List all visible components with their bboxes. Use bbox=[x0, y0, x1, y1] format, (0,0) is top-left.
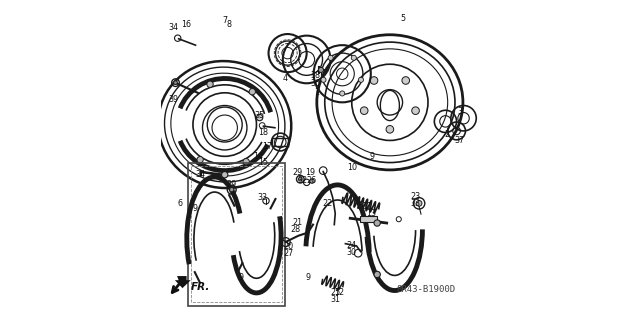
Text: 25: 25 bbox=[330, 288, 340, 297]
Text: 15: 15 bbox=[258, 158, 268, 167]
Text: 37: 37 bbox=[454, 136, 465, 145]
Text: 29: 29 bbox=[292, 168, 303, 177]
Text: 4: 4 bbox=[283, 74, 287, 83]
Text: 11: 11 bbox=[363, 202, 372, 211]
Text: 27: 27 bbox=[284, 249, 294, 258]
Text: 30: 30 bbox=[347, 248, 356, 257]
Circle shape bbox=[328, 55, 333, 60]
Text: 9: 9 bbox=[370, 152, 375, 161]
Text: 6: 6 bbox=[178, 199, 183, 208]
Text: 13: 13 bbox=[366, 209, 376, 218]
Circle shape bbox=[298, 177, 302, 181]
Text: 14: 14 bbox=[253, 152, 263, 161]
Text: 21: 21 bbox=[292, 218, 302, 227]
Bar bbox=[188, 163, 285, 306]
Text: 33: 33 bbox=[257, 193, 267, 202]
Text: 34: 34 bbox=[196, 170, 206, 179]
Circle shape bbox=[257, 115, 263, 121]
Text: 18: 18 bbox=[258, 128, 268, 137]
Circle shape bbox=[221, 172, 228, 178]
Text: 29: 29 bbox=[227, 181, 237, 189]
Circle shape bbox=[374, 271, 380, 278]
Text: 3: 3 bbox=[457, 108, 462, 116]
Text: 32: 32 bbox=[298, 176, 308, 185]
Text: 9: 9 bbox=[238, 272, 243, 281]
Circle shape bbox=[197, 157, 204, 163]
Circle shape bbox=[370, 77, 378, 84]
Circle shape bbox=[402, 77, 410, 84]
Polygon shape bbox=[175, 276, 191, 288]
Circle shape bbox=[358, 77, 364, 82]
Circle shape bbox=[230, 188, 234, 192]
Text: FR.: FR. bbox=[191, 282, 210, 292]
Circle shape bbox=[351, 55, 356, 60]
Text: 9: 9 bbox=[305, 272, 310, 281]
Circle shape bbox=[321, 77, 326, 82]
Circle shape bbox=[249, 89, 255, 95]
Text: 20: 20 bbox=[284, 242, 294, 251]
Text: 39: 39 bbox=[169, 95, 179, 104]
Circle shape bbox=[319, 67, 323, 72]
Circle shape bbox=[310, 179, 314, 183]
Text: 19: 19 bbox=[305, 168, 315, 177]
Text: 28: 28 bbox=[291, 225, 301, 234]
Text: 23: 23 bbox=[410, 192, 420, 202]
Text: 24: 24 bbox=[347, 241, 357, 250]
Circle shape bbox=[173, 81, 177, 85]
Text: 8R43-B1900D: 8R43-B1900D bbox=[397, 285, 456, 294]
Text: 31: 31 bbox=[330, 295, 340, 304]
Text: 7: 7 bbox=[222, 16, 227, 25]
Bar bbox=[191, 166, 282, 302]
Circle shape bbox=[386, 125, 394, 133]
Circle shape bbox=[374, 220, 380, 226]
Text: 38: 38 bbox=[310, 71, 320, 80]
Bar bbox=[360, 216, 377, 222]
Text: 10: 10 bbox=[348, 163, 357, 172]
Text: 35: 35 bbox=[255, 111, 265, 120]
Text: 17: 17 bbox=[262, 142, 273, 151]
Text: 26: 26 bbox=[306, 176, 316, 185]
Text: 22: 22 bbox=[323, 199, 333, 208]
Text: 33: 33 bbox=[410, 199, 420, 208]
Circle shape bbox=[412, 107, 419, 115]
Text: 1: 1 bbox=[314, 88, 319, 97]
Circle shape bbox=[360, 107, 368, 115]
Text: 5: 5 bbox=[401, 14, 406, 23]
Circle shape bbox=[340, 91, 345, 96]
Text: 8: 8 bbox=[227, 20, 232, 29]
Text: 16: 16 bbox=[182, 20, 191, 29]
Text: 34: 34 bbox=[169, 23, 179, 32]
Text: 2: 2 bbox=[445, 130, 450, 138]
Circle shape bbox=[207, 81, 213, 87]
Circle shape bbox=[243, 159, 250, 165]
Circle shape bbox=[416, 200, 422, 206]
Text: 9: 9 bbox=[193, 204, 198, 213]
Text: 36: 36 bbox=[310, 79, 320, 88]
Text: 12: 12 bbox=[335, 288, 345, 297]
